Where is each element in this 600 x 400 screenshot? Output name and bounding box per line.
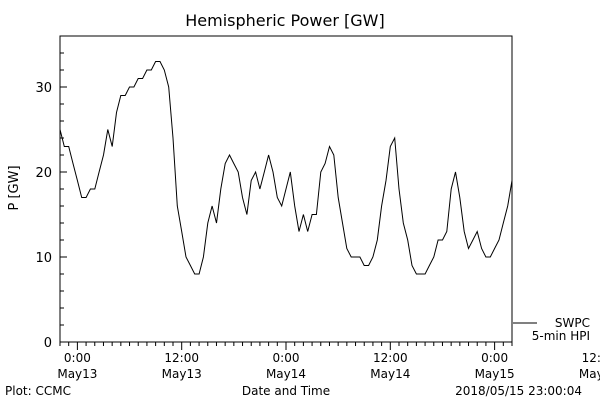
series-line-swpc-hpi: [59, 61, 513, 275]
footer-timestamp: 2018/05/15 23:00:04: [455, 384, 582, 398]
x-tick-time-label: 12:00: [373, 351, 408, 365]
x-tick-time-label: 12:00: [164, 351, 199, 365]
y-tick-label: 20: [35, 166, 52, 181]
x-tick-time-label: 0:00: [273, 351, 300, 365]
chart-title: Hemispheric Power [GW]: [185, 11, 384, 30]
x-tick-date-label: May15: [475, 367, 515, 381]
legend-label-line2: 5-min HPI: [532, 329, 590, 343]
y-tick-label: 30: [35, 81, 52, 96]
legend-label-line1: SWPC: [555, 316, 590, 330]
y-axis-label: P [GW]: [7, 165, 22, 210]
x-tick-time-label: 0:00: [64, 351, 91, 365]
y-tick-label: 0: [44, 336, 52, 351]
x-tick-date-label: May15: [579, 367, 600, 381]
x-axis-label: Date and Time: [242, 384, 330, 398]
x-tick-date-label: May14: [266, 367, 306, 381]
x-axis-ticks: 0:00 May13 12:00 May13 0:00 May14 12:00 May14 0:…: [57, 342, 600, 381]
footer-plot-credit: Plot: CCMC: [5, 384, 71, 398]
y-tick-label: 10: [35, 251, 52, 266]
x-tick-time-label: 12:00: [582, 351, 600, 365]
x-tick-date-label: May14: [370, 367, 410, 381]
x-tick-date-label: May13: [162, 367, 202, 381]
y-axis-ticks: 0 10 20 30: [35, 35, 67, 351]
x-tick-date-label: May13: [57, 367, 97, 381]
x-tick-time-label: 0:00: [481, 351, 508, 365]
